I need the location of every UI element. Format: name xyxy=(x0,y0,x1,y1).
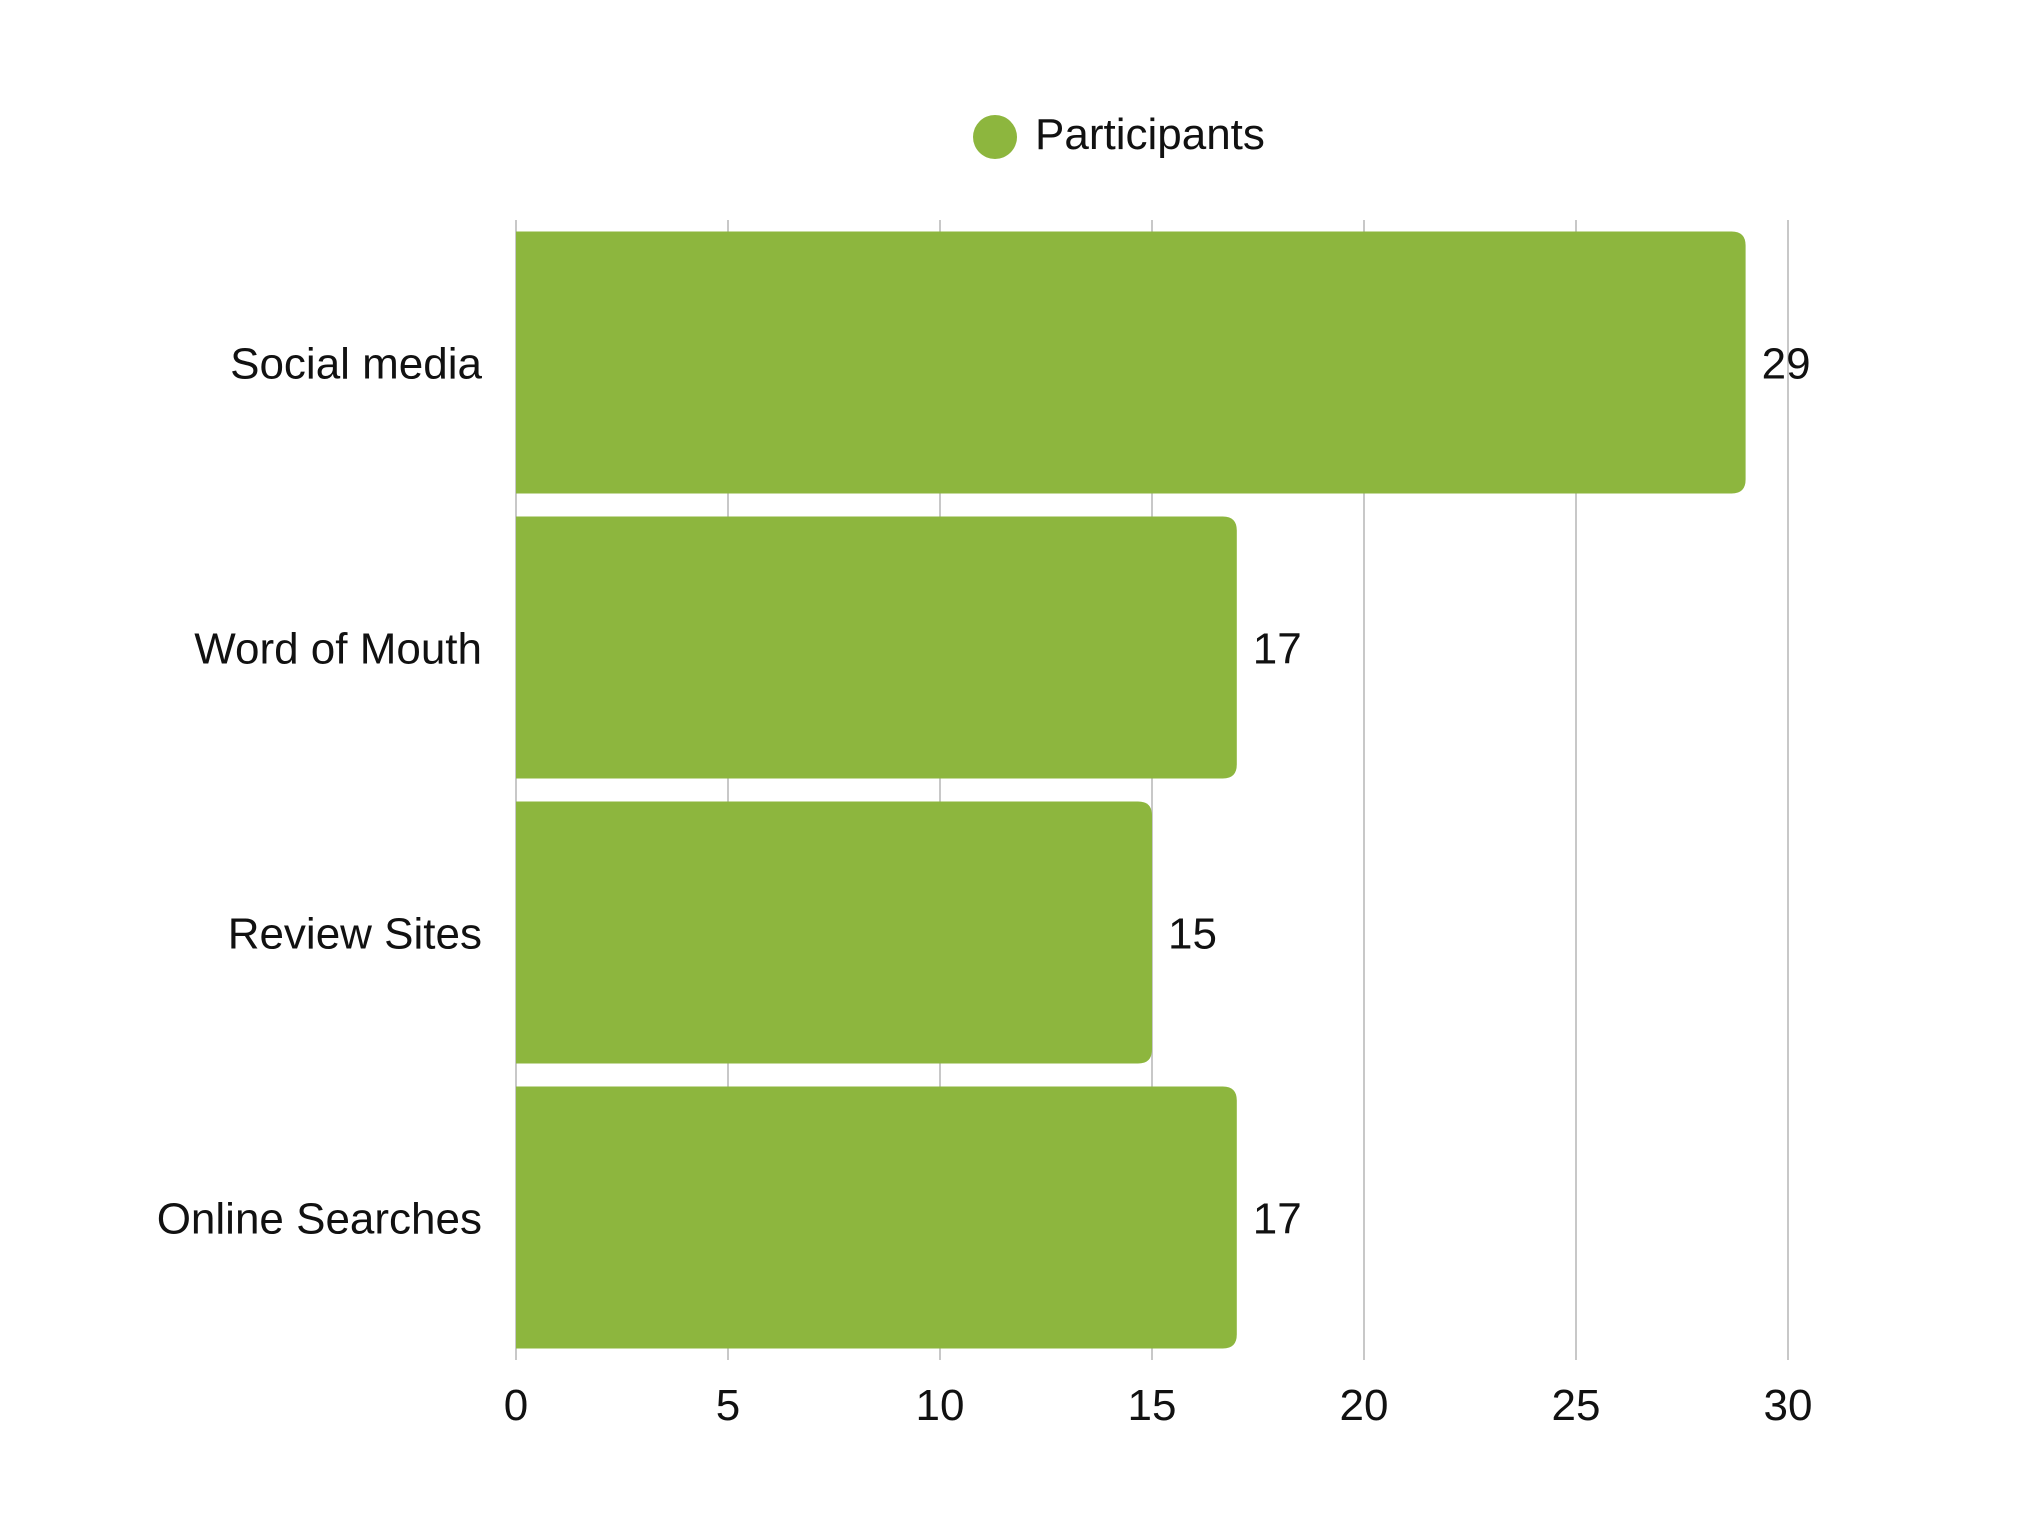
x-tick-label: 30 xyxy=(1764,1381,1813,1430)
x-tick-label: 15 xyxy=(1128,1381,1177,1430)
x-tick-label: 10 xyxy=(916,1381,965,1430)
x-tick-label: 5 xyxy=(716,1381,740,1430)
data-labels: 29 17 15 17 xyxy=(1168,340,1811,1244)
x-axis-tick-labels: 0 5 10 15 20 25 30 xyxy=(504,1381,1813,1430)
data-label: 29 xyxy=(1762,340,1811,389)
bar-social-media xyxy=(516,231,1746,494)
legend-label-participants: Participants xyxy=(1035,110,1265,159)
data-label: 15 xyxy=(1168,910,1217,959)
data-label: 17 xyxy=(1253,1195,1302,1244)
x-tick-label: 25 xyxy=(1552,1381,1601,1430)
x-tick-label: 0 xyxy=(504,1381,528,1430)
legend-marker-participants xyxy=(973,115,1017,159)
bars xyxy=(516,231,1746,1349)
bar-word-of-mouth xyxy=(516,516,1237,779)
bar-online-searches xyxy=(516,1086,1237,1349)
data-label: 17 xyxy=(1253,625,1302,674)
category-label: Review Sites xyxy=(228,910,482,959)
legend: Participants xyxy=(973,110,1265,159)
category-labels: Social media Word of Mouth Review Sites Onl… xyxy=(157,340,483,1244)
x-tick-label: 20 xyxy=(1340,1381,1389,1430)
category-label: Online Searches xyxy=(157,1195,482,1244)
category-label: Social media xyxy=(230,340,482,389)
category-label: Word of Mouth xyxy=(194,625,482,674)
bar-review-sites xyxy=(516,801,1152,1064)
